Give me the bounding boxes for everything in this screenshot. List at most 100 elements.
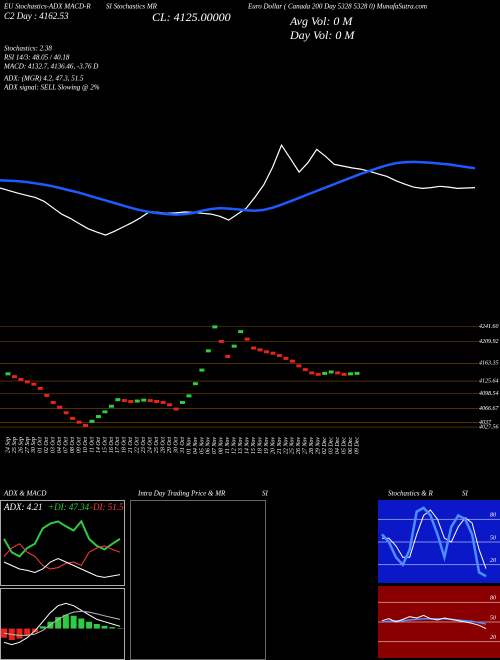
x-tick-label: 19 Nov xyxy=(264,437,270,455)
macd-bar xyxy=(109,627,116,629)
price-box xyxy=(251,346,257,350)
price-box xyxy=(31,382,37,386)
macd-bar xyxy=(16,628,23,639)
x-tick-label: 04 Nov xyxy=(192,437,199,455)
x-tick-label: 25 Nov xyxy=(290,437,296,455)
y-tick-label: 50 xyxy=(490,535,496,541)
price-box xyxy=(5,372,11,376)
x-tick-label: 22 Oct xyxy=(135,437,141,453)
price-box xyxy=(154,400,160,404)
x-tick-label: 22 Nov xyxy=(283,437,289,455)
x-tick-label: 30 Oct xyxy=(173,437,179,454)
price-box xyxy=(160,400,166,404)
x-tick-label: 01 Oct xyxy=(38,437,44,453)
price-box xyxy=(302,368,308,372)
price-box xyxy=(276,354,282,358)
price-box xyxy=(108,404,114,408)
x-tick-label: 09 Oct xyxy=(76,437,82,453)
info-text: RSI 14/3: 48.05 / 40.18 xyxy=(3,54,70,62)
price-box xyxy=(173,407,179,411)
price-box xyxy=(167,403,173,407)
y-tick-label: 80 xyxy=(490,596,496,602)
x-tick-label: 18 Nov xyxy=(257,437,263,455)
info-text: ADX: (MGR) 4.2, 47.3, 51.5 xyxy=(3,75,84,83)
ma-line xyxy=(0,160,476,216)
x-tick-label: 28 Nov xyxy=(309,437,315,455)
x-tick-label: 14 Oct xyxy=(95,437,102,453)
x-tick-label: 07 Oct xyxy=(64,437,70,453)
price-box xyxy=(322,371,328,375)
x-tick-label: 02 Oct xyxy=(44,437,50,453)
price-box xyxy=(257,348,263,352)
y-tick-label: 4027.56 xyxy=(479,423,499,430)
x-tick-label: 16 Oct xyxy=(109,437,115,453)
price-box xyxy=(70,416,76,420)
price-box xyxy=(296,364,302,368)
x-tick-label: 06 Dec xyxy=(348,437,354,454)
price-box xyxy=(115,398,121,402)
stoch-k-line xyxy=(381,506,487,578)
x-tick-label: 20 Nov xyxy=(270,437,276,455)
x-tick-label: 18 Oct xyxy=(122,437,128,453)
price-box xyxy=(95,415,101,419)
macd-bar xyxy=(78,618,85,629)
minus-di-line xyxy=(3,543,121,570)
price-box xyxy=(83,423,89,427)
x-tick-label: 03 Dec xyxy=(329,437,335,454)
price-box xyxy=(63,411,69,415)
panel-title: Stochastics & R xyxy=(388,490,433,498)
x-tick-label: 15 Nov xyxy=(251,437,257,455)
x-tick-label: 11 Oct xyxy=(89,437,95,453)
panel-title: ADX & MACD xyxy=(3,490,46,498)
y-tick-label: 20 xyxy=(490,558,496,564)
price-box xyxy=(328,370,334,374)
y-tick-label: 4241.60 xyxy=(479,323,499,330)
x-tick-label: 21 Nov xyxy=(277,437,283,455)
price-box xyxy=(89,419,95,423)
volume-text: Day Vol: 0 M xyxy=(289,28,355,42)
mdi-text: -DI: 51.5 xyxy=(90,502,124,512)
x-tick-label: 28 Oct xyxy=(160,437,166,453)
x-tick-label: 04 Dec xyxy=(334,437,341,454)
x-tick-label: 25 Oct xyxy=(154,437,160,453)
price-box xyxy=(264,350,270,354)
x-tick-label: 14 Nov xyxy=(244,437,251,455)
adx-line xyxy=(3,557,121,578)
price-box xyxy=(24,380,30,384)
price-box xyxy=(218,339,224,343)
price-box xyxy=(44,393,50,397)
price-box xyxy=(50,400,56,404)
pdi-text: +DI: 47.34 xyxy=(48,502,90,512)
price-line xyxy=(0,143,476,236)
x-tick-label: 02 Dec xyxy=(322,437,328,454)
price-box xyxy=(121,399,127,403)
macd-bar xyxy=(39,626,46,629)
x-tick-label: 24 Oct xyxy=(147,437,154,453)
price-box xyxy=(283,356,289,360)
y-tick-label: 4098.54 xyxy=(479,390,499,397)
info-text: MACD: 4132.7, 4136.46, -3.76 D xyxy=(3,63,98,71)
macd-bar xyxy=(86,621,93,629)
y-tick-label: 4125.64 xyxy=(479,377,499,384)
x-tick-label: 25 Sep xyxy=(12,437,18,453)
x-tick-label: 24 Sep xyxy=(4,437,11,453)
x-tick-label: 08 Nov xyxy=(219,437,225,455)
x-tick-label: 13 Nov xyxy=(238,437,244,455)
y-tick-label: 4066.67 xyxy=(479,405,500,412)
price-box xyxy=(37,386,43,390)
close-text: CL: 4125.00000 xyxy=(152,10,231,24)
x-tick-label: 11 Nov xyxy=(225,437,231,454)
price-box xyxy=(180,400,185,404)
price-box xyxy=(225,354,231,358)
price-box xyxy=(205,349,211,353)
x-tick-label: 12 Nov xyxy=(232,437,238,455)
macd-bar xyxy=(24,628,31,636)
price-box xyxy=(192,382,198,386)
x-tick-label: 26 Nov xyxy=(296,437,302,455)
x-tick-label: 29 Nov xyxy=(316,437,322,455)
x-tick-label: 15 Oct xyxy=(102,437,108,453)
intra-box xyxy=(130,500,266,660)
rsi-line xyxy=(381,614,487,630)
macd-bar xyxy=(93,624,100,629)
